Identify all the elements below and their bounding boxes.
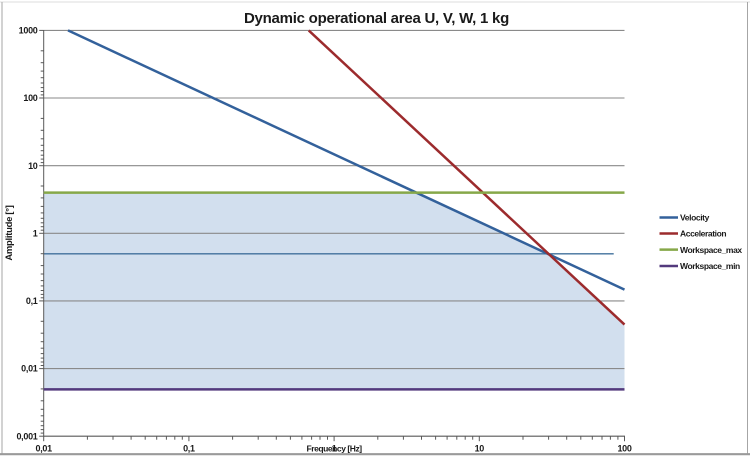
- svg-text:Frequency [Hz]: Frequency [Hz]: [307, 444, 363, 454]
- svg-text:100: 100: [617, 444, 631, 454]
- svg-text:100: 100: [23, 93, 37, 103]
- svg-text:0,1: 0,1: [26, 296, 38, 306]
- svg-text:Acceleration: Acceleration: [680, 229, 726, 239]
- svg-text:1: 1: [33, 228, 38, 238]
- svg-text:0,1: 0,1: [183, 444, 195, 454]
- svg-text:Workspace_min: Workspace_min: [680, 261, 740, 271]
- svg-text:10: 10: [28, 161, 38, 171]
- svg-text:10: 10: [475, 444, 485, 454]
- svg-text:0,01: 0,01: [21, 364, 38, 374]
- svg-text:1000: 1000: [19, 26, 38, 36]
- svg-text:Workspace_max: Workspace_max: [680, 245, 742, 255]
- svg-text:Velocity: Velocity: [680, 213, 710, 223]
- svg-text:0,001: 0,001: [16, 431, 37, 441]
- svg-text:1: 1: [332, 444, 337, 454]
- svg-text:Dynamic operational area U, V,: Dynamic operational area U, V, W, 1 kg: [244, 10, 509, 27]
- svg-text:Amplitude [°]: Amplitude [°]: [4, 205, 15, 260]
- svg-text:0,01: 0,01: [36, 444, 53, 454]
